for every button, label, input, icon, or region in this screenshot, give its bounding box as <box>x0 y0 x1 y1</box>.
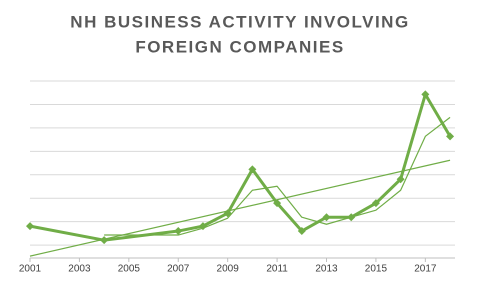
x-tick-label: 2003 <box>68 264 91 275</box>
data-point <box>174 227 183 236</box>
x-tick-label: 2007 <box>167 264 190 275</box>
data-point <box>273 199 282 208</box>
x-tick-label: 2017 <box>414 264 437 275</box>
x-tick-label: 2001 <box>19 264 42 275</box>
data-point <box>446 132 455 141</box>
data-point <box>248 165 257 174</box>
data-point <box>322 213 331 222</box>
data-point <box>26 222 34 231</box>
chart-title: FOREIGN COMPANIES <box>135 37 344 56</box>
x-tick-label: 2015 <box>365 264 388 275</box>
series-line <box>29 92 452 242</box>
data-point <box>297 227 306 236</box>
x-tick-label: 2011 <box>266 264 288 275</box>
x-tick-label: 2013 <box>315 264 338 275</box>
data-point <box>421 90 430 99</box>
data-point <box>396 175 405 184</box>
x-tick-label: 2009 <box>217 264 240 275</box>
series-line <box>104 116 451 236</box>
data-point <box>198 222 207 231</box>
data-point <box>371 199 380 208</box>
x-tick-label: 2005 <box>118 264 141 275</box>
series-line <box>29 159 451 257</box>
chart-title: NH BUSINESS ACTIVITY INVOLVING <box>70 12 409 31</box>
